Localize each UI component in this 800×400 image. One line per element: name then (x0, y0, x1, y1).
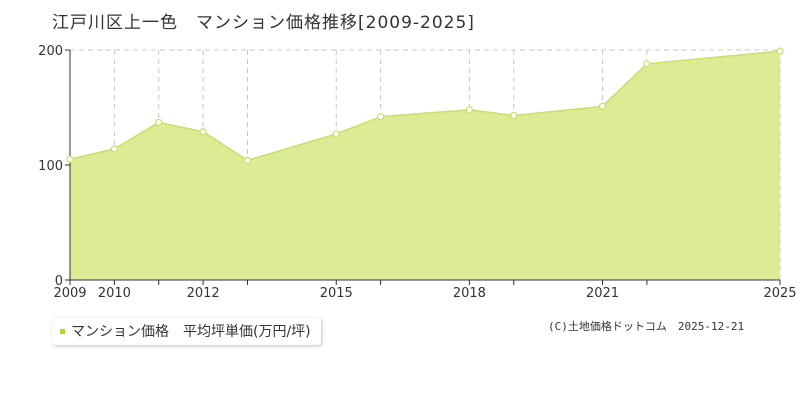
tick-labels: 0 100 200 2009 2010 2012 2015 2018 2021 2025 (38, 44, 796, 301)
x-tick-label: 2018 (453, 286, 486, 301)
x-tick-label: 2025 (763, 286, 796, 301)
data-point (332, 130, 340, 138)
legend-swatch (60, 328, 65, 334)
legend: マンション価格 平均坪単価(万円/坪) (52, 318, 321, 345)
x-tick-label: 2009 (53, 286, 86, 301)
series-markers (66, 47, 784, 164)
x-tick-label: 2010 (98, 286, 131, 301)
data-point (110, 145, 118, 153)
data-point (66, 155, 74, 163)
data-point (155, 118, 163, 127)
data-point (510, 111, 518, 120)
y-tick-label: 200 (38, 44, 63, 59)
series-line (69, 50, 781, 162)
y-tick-label: 0 (55, 274, 63, 289)
data-point (598, 102, 607, 110)
axes (65, 49, 781, 285)
x-tick-label: 2021 (586, 286, 619, 301)
data-point (776, 47, 784, 55)
data-point (643, 60, 651, 68)
data-point (377, 113, 385, 121)
legend-label: マンション価格 平均坪単価(万円/坪) (71, 324, 311, 340)
chart-title: 江戸川区上一色 マンション価格推移[2009-2025] (52, 13, 475, 33)
y-tick-label: 100 (38, 159, 63, 174)
x-tick-label: 2012 (187, 286, 220, 301)
data-point (465, 106, 473, 114)
copyright-credit: (C)土地価格ドットコム 2025-12-21 (548, 320, 745, 333)
x-tick-label: 2015 (320, 286, 353, 301)
series-area-fill (70, 51, 780, 281)
data-point (243, 156, 252, 164)
data-point (199, 128, 207, 136)
